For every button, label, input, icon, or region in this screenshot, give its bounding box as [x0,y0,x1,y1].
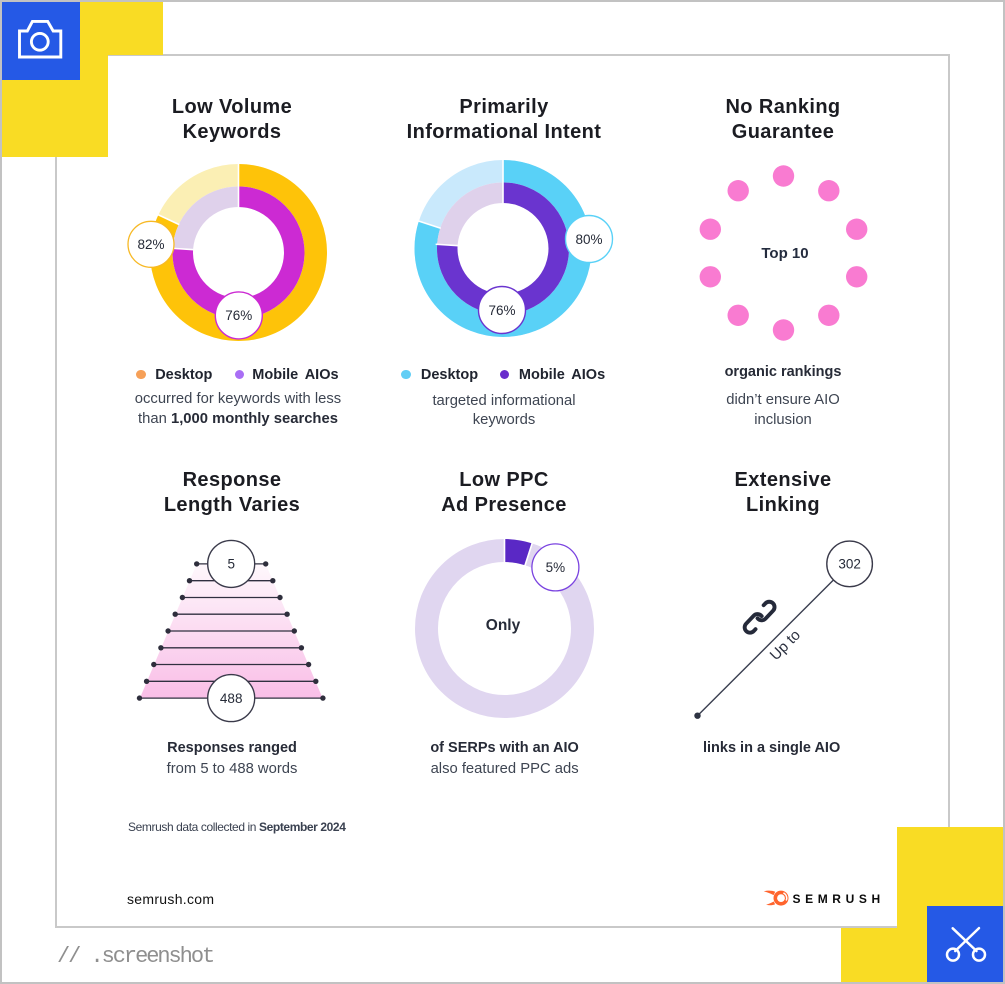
svg-text:76%: 76% [488,303,515,318]
svg-text:Top 10: Top 10 [761,245,808,262]
svg-text:SEMRUSH: SEMRUSH [793,892,885,906]
svg-text:5: 5 [227,557,235,572]
svg-text:Up to: Up to [767,627,804,664]
svg-text:488: 488 [220,691,243,706]
svg-text:80%: 80% [575,232,602,247]
svg-text:Only: Only [486,617,521,634]
svg-text:82%: 82% [137,237,164,252]
svg-text:76%: 76% [225,308,252,323]
svg-text:5%: 5% [546,560,566,575]
svg-text:302: 302 [838,557,861,572]
